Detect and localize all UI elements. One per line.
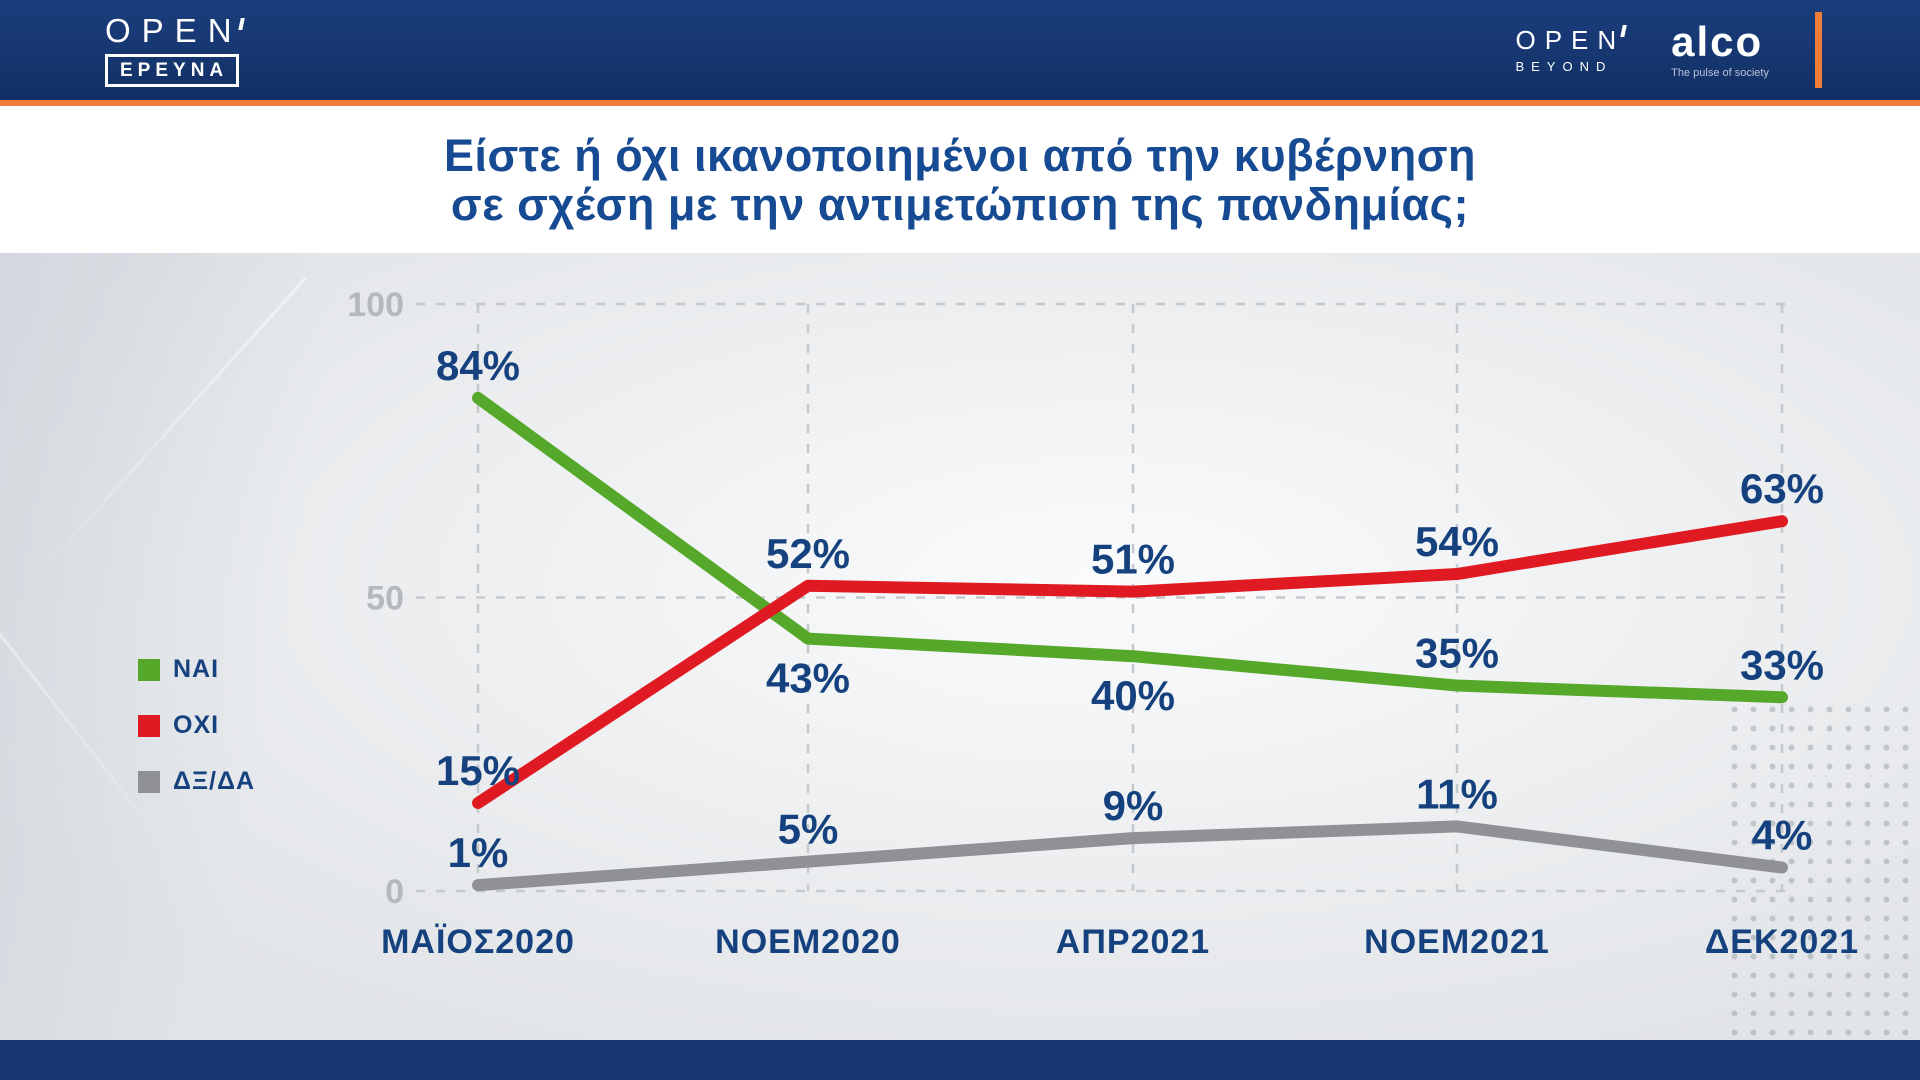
open-logo-text: OPEN xyxy=(105,11,245,49)
chart-title: Είστε ή όχι ικανοποιημένοι από την κυβέρ… xyxy=(444,131,1476,229)
legend-item-oxi: ΟΧΙ xyxy=(138,711,255,740)
x-axis-label: ΔΕΚ2021 xyxy=(1705,923,1859,961)
header-bar: OPEN ΕΡΕΥΝΑ OPEN BEYOND alco The pulse o… xyxy=(0,0,1920,100)
data-label-ΝΑΙ: 40% xyxy=(1091,672,1175,719)
data-label-ΟΧΙ: 51% xyxy=(1091,536,1175,583)
legend-item-dxda: ΔΞ/ΔΑ xyxy=(138,767,255,796)
alco-logo: alco The pulse of society xyxy=(1671,18,1769,80)
data-label-ΟΧΙ: 54% xyxy=(1415,518,1499,565)
legend-swatch-dxda xyxy=(138,770,160,793)
open-beyond-tick xyxy=(1620,24,1627,37)
chart-svg: 0 50 100 ΜΑΪΟΣ2020 ΝΟΕΜ2020 ΑΠΡ2021 ΝΟΕΜ2021 ΔΕ… xyxy=(347,286,1859,961)
alco-tagline: The pulse of society xyxy=(1671,67,1769,79)
open-beyond-sub: BEYOND xyxy=(1515,58,1613,74)
ereyna-label: ΕΡΕΥΝΑ xyxy=(105,53,240,87)
data-label-ΟΧΙ: 63% xyxy=(1740,465,1824,512)
chart-title-line1: Είστε ή όχι ικανοποιημένοι από την κυβέρ… xyxy=(444,129,1476,181)
y-axis-tick-label: 50 xyxy=(366,580,404,618)
data-label-ΔΞ/ΔΑ: 1% xyxy=(448,829,509,876)
header-right-group: OPEN BEYOND alco The pulse of society xyxy=(1515,12,1822,88)
data-label-ΔΞ/ΔΑ: 9% xyxy=(1103,782,1164,829)
x-axis-label: ΑΠΡ2021 xyxy=(1056,923,1210,961)
legend-swatch-oxi xyxy=(138,714,160,737)
open-beyond-open: OPEN xyxy=(1515,24,1627,55)
title-band: Είστε ή όχι ικανοποιημένοι από την κυβέρ… xyxy=(0,106,1920,253)
legend-swatch-nai xyxy=(138,658,160,681)
background-texture-left xyxy=(0,253,360,1040)
x-axis-label: ΝΟΕΜ2021 xyxy=(1364,923,1550,961)
series-line-ΟΧΙ xyxy=(472,515,1788,809)
open-beyond-logo: OPEN BEYOND xyxy=(1515,24,1627,74)
orange-accent-bar xyxy=(1815,12,1822,88)
data-label-ΟΧΙ: 15% xyxy=(436,747,520,794)
open-beyond-word: OPEN xyxy=(1515,24,1626,55)
x-axis-label: ΜΑΪΟΣ2020 xyxy=(381,923,575,961)
data-label-ΝΑΙ: 84% xyxy=(436,342,520,389)
data-label-ΟΧΙ: 52% xyxy=(766,530,850,577)
series-line-ΝΑΙ xyxy=(472,391,1788,704)
series-line-ΔΞ/ΔΑ xyxy=(472,820,1788,892)
legend-label-oxi: ΟΧΙ xyxy=(173,711,220,739)
open-ereyna-logo: OPEN ΕΡΕΥΝΑ xyxy=(105,11,245,87)
data-label-ΝΑΙ: 43% xyxy=(766,655,850,702)
data-label-ΔΞ/ΔΑ: 11% xyxy=(1416,770,1498,817)
chart-legend: ΝΑΙ ΟΧΙ ΔΞ/ΔΑ xyxy=(138,655,255,796)
header-divider xyxy=(0,100,1920,106)
data-label-ΔΞ/ΔΑ: 5% xyxy=(778,806,839,853)
chart-title-line2: σε σχέση με την αντιμετώπιση της πανδημί… xyxy=(450,178,1470,230)
open-logo-word: OPEN xyxy=(105,11,243,49)
legend-label-nai: ΝΑΙ xyxy=(173,655,220,683)
data-label-ΝΑΙ: 33% xyxy=(1740,641,1824,688)
y-axis-tick-label: 100 xyxy=(347,286,404,324)
data-label-ΔΞ/ΔΑ: 4% xyxy=(1752,812,1813,859)
chart-area: 0 50 100 ΜΑΪΟΣ2020 ΝΟΕΜ2020 ΑΠΡ2021 ΝΟΕΜ2021 ΔΕ… xyxy=(0,253,1920,1040)
x-axis-label: ΝΟΕΜ2020 xyxy=(715,923,901,961)
legend-label-dxda: ΔΞ/ΔΑ xyxy=(173,767,256,795)
y-axis-tick-label: 0 xyxy=(385,873,404,911)
alco-name: alco xyxy=(1671,18,1764,65)
footer-bar xyxy=(0,1040,1920,1080)
legend-item-nai: ΝΑΙ xyxy=(138,655,255,684)
data-label-ΝΑΙ: 35% xyxy=(1415,630,1499,677)
